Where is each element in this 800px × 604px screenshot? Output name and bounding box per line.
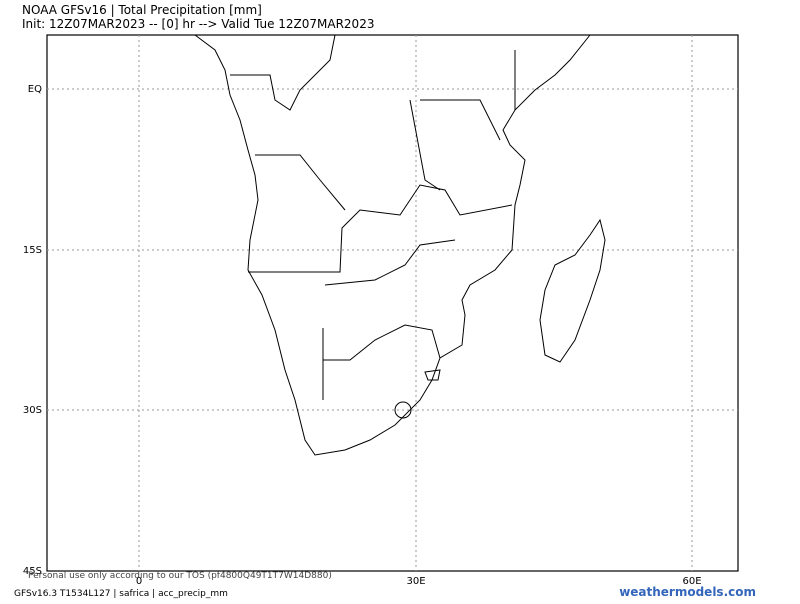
- lat-label: 30S: [23, 405, 42, 416]
- subtitle: Init: 12Z07MAR2023 -- [0] hr --> Valid T…: [22, 17, 374, 31]
- lon-label: 30E: [406, 576, 425, 587]
- lat-label: EQ: [28, 84, 42, 95]
- lat-label: 45S: [23, 566, 42, 577]
- graticule: [47, 35, 738, 571]
- lon-label: 0: [136, 576, 142, 587]
- map-frame: [46, 34, 739, 572]
- latitude-labels: EQ 15S 30S 45S: [23, 84, 42, 577]
- longitude-labels: 0 30E 60E: [136, 576, 702, 587]
- tos-notice: Personal use only according to our TOS (…: [28, 571, 332, 581]
- coastlines: [194, 34, 606, 456]
- model-info: GFSv16.3 T1534L127 | safrica | acc_preci…: [14, 589, 228, 599]
- lat-label: 15S: [23, 245, 42, 256]
- lon-label: 60E: [682, 576, 701, 587]
- title: NOAA GFSv16 | Total Precipitation [mm]: [22, 3, 262, 17]
- brand: weathermodels.com: [619, 585, 756, 599]
